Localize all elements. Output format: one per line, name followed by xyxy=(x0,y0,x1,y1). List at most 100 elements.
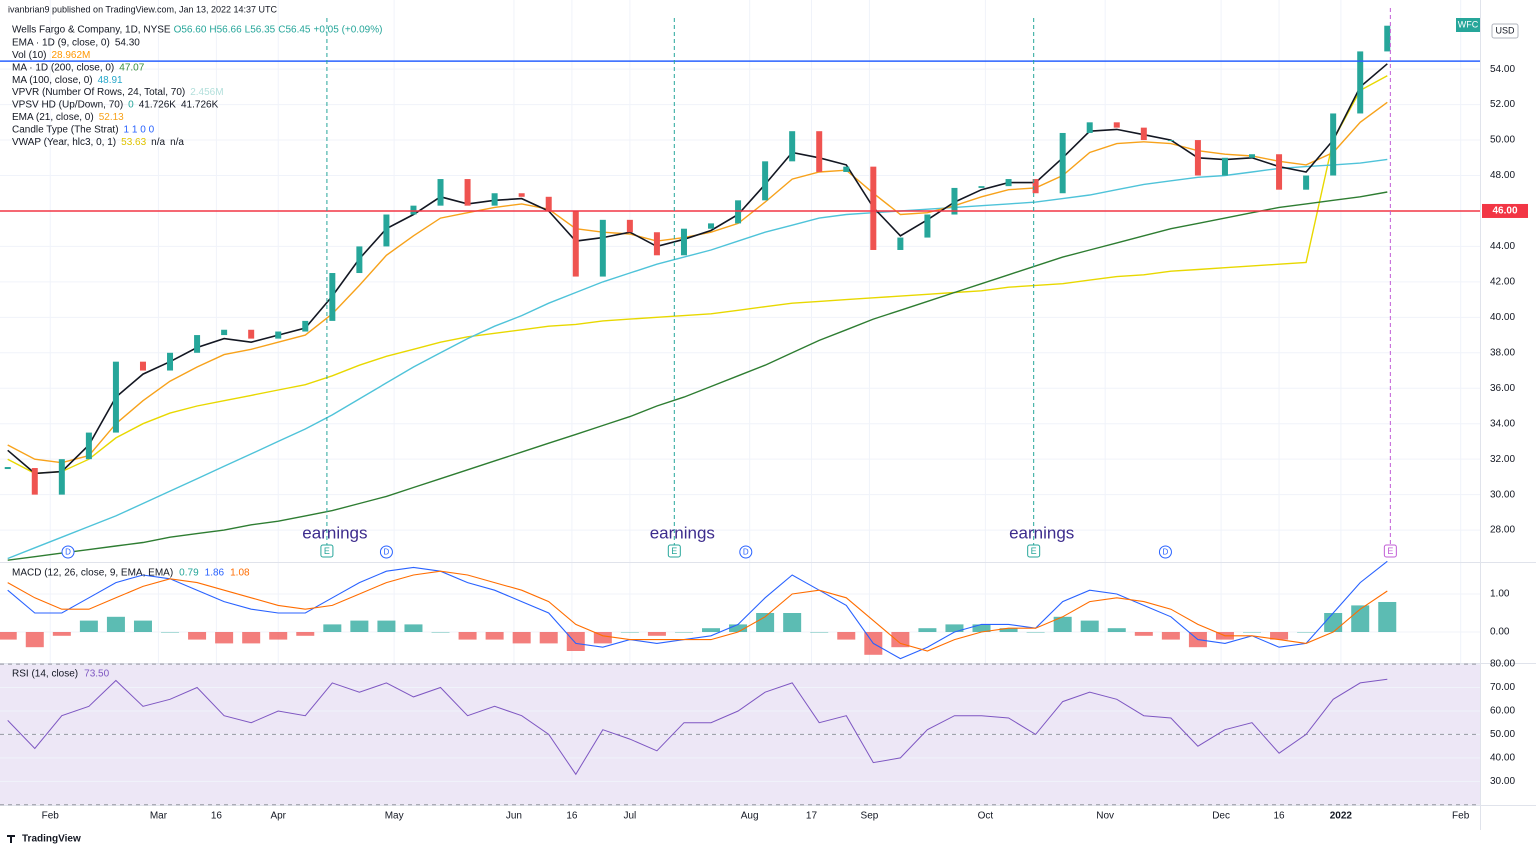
x-tick-label: 17 xyxy=(806,811,818,822)
candle xyxy=(951,187,958,215)
pane-title: RSI (14, close) xyxy=(12,669,78,680)
histogram-bar xyxy=(566,631,585,651)
candle xyxy=(978,186,985,188)
legend-label: EMA · 1D (9, close, 0) xyxy=(12,38,110,49)
histogram-bar xyxy=(512,631,531,644)
candle xyxy=(1167,140,1174,142)
histogram-bar xyxy=(1134,631,1153,636)
earnings-label: earnings xyxy=(302,523,367,542)
candle xyxy=(599,219,606,277)
pane-legend-value: 0.79 xyxy=(179,568,199,579)
legend-value: 52.13 xyxy=(99,112,124,123)
x-tick-label: Dec xyxy=(1212,811,1230,822)
candle xyxy=(139,361,146,371)
histogram-bar xyxy=(431,631,450,633)
candle xyxy=(329,273,336,321)
line xyxy=(7,191,1388,561)
histogram-bar xyxy=(106,616,125,632)
ticker-box xyxy=(1456,18,1480,32)
candle xyxy=(843,166,850,172)
pane-title: MACD (12, 26, close, 9, EMA, EMA) xyxy=(12,568,173,579)
candle xyxy=(302,320,309,332)
histogram-bar xyxy=(1270,631,1289,640)
histogram-bar xyxy=(269,631,288,640)
pane-legend-value: 73.50 xyxy=(84,669,109,680)
dividend-marker-label: D xyxy=(384,548,390,557)
histogram-bar xyxy=(756,613,775,632)
legend-value: n/a xyxy=(151,137,165,148)
y-tick-label: 32.00 xyxy=(1490,454,1515,465)
histogram-bar xyxy=(161,631,180,633)
y-tick-label: 38.00 xyxy=(1490,347,1515,358)
candle xyxy=(275,331,282,339)
candle xyxy=(221,329,228,336)
legend-label: MA (100, close, 0) xyxy=(12,75,93,86)
histogram-bar xyxy=(485,631,504,640)
y-tick-label: 70.00 xyxy=(1490,682,1515,693)
x-tick-label: Apr xyxy=(270,811,286,822)
y-tick-label: 52.00 xyxy=(1490,99,1515,110)
candle xyxy=(924,214,931,238)
legend-label: MA · 1D (200, close, 0) xyxy=(12,62,114,73)
y-tick-label: 50.00 xyxy=(1490,135,1515,146)
histogram-bar xyxy=(918,628,937,632)
candle xyxy=(58,459,65,495)
dividend-marker-label: D xyxy=(743,548,749,557)
ohlc-value: H56.66 xyxy=(209,25,242,36)
candle xyxy=(680,228,687,256)
candle xyxy=(1221,157,1228,176)
dividend-marker xyxy=(1158,545,1172,559)
histogram-bar xyxy=(837,631,856,640)
x-tick-label: 16 xyxy=(211,811,223,822)
candle xyxy=(1357,51,1364,114)
candle xyxy=(1194,140,1201,176)
line xyxy=(7,560,1388,660)
legend-value: 47.07 xyxy=(119,62,144,73)
histogram-bar xyxy=(1351,605,1370,632)
candle xyxy=(870,166,877,250)
x-tick-label: Sep xyxy=(861,811,879,822)
dividend-marker xyxy=(739,545,753,559)
candle xyxy=(167,352,174,371)
line xyxy=(7,570,1388,652)
candle xyxy=(1384,25,1391,52)
histogram-bar xyxy=(377,620,396,632)
y-tick-label: 30.00 xyxy=(1490,776,1515,787)
upcoming-marker xyxy=(1383,544,1397,558)
logo xyxy=(7,835,15,843)
legend-value: 2.456M xyxy=(190,87,223,98)
earnings-label: earnings xyxy=(1009,523,1074,542)
earnings-marker-label: E xyxy=(324,546,330,556)
x-tick-label: 16 xyxy=(566,811,578,822)
candle xyxy=(816,131,823,172)
candle xyxy=(4,467,11,470)
symbol-name: Wells Fargo & Company, 1D, NYSE xyxy=(12,25,171,36)
candle xyxy=(383,214,390,247)
y-tick-label: 0.00 xyxy=(1490,627,1510,638)
candle xyxy=(1005,179,1012,187)
y-tick-label: 1.00 xyxy=(1490,589,1510,600)
line xyxy=(7,158,1388,560)
y-tick-label: 60.00 xyxy=(1490,706,1515,717)
dividend-marker xyxy=(379,545,393,559)
candle xyxy=(545,196,552,211)
histogram-bar xyxy=(1324,613,1343,632)
histogram-bar xyxy=(729,624,748,632)
y-tick-label: 40.00 xyxy=(1490,312,1515,323)
candle xyxy=(762,161,769,201)
y-tick-label: 28.00 xyxy=(1490,525,1515,536)
legend-label: Vol (10) xyxy=(12,50,46,61)
published: ivanbrian9 published on TradingView.com,… xyxy=(8,4,278,14)
pane-legend-value: 1.08 xyxy=(230,568,250,579)
legend-value: n/a xyxy=(170,137,184,148)
histogram-bar xyxy=(891,631,910,648)
footer: TradingView xyxy=(22,834,81,845)
y-tick-label: 34.00 xyxy=(1490,418,1515,429)
histogram-bar xyxy=(1161,631,1180,640)
ticker: WFC xyxy=(1458,19,1479,29)
dividend-marker xyxy=(61,545,75,559)
dividend-marker-label: D xyxy=(1163,548,1169,557)
y-tick-label: 80.00 xyxy=(1490,659,1515,670)
ohlc-value: C56.45 xyxy=(278,25,311,36)
histogram-bar xyxy=(1080,620,1099,632)
